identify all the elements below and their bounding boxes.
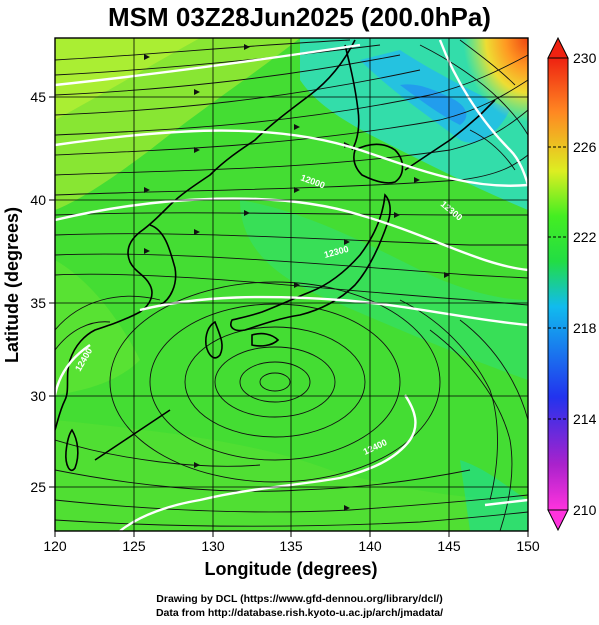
wind-arrowheads <box>144 44 450 511</box>
colorbar-tick-label: 230 <box>573 50 597 66</box>
colorbar-top-cap <box>547 36 569 59</box>
colorbar-bottom-cap <box>547 509 569 532</box>
x-tick-label: 135 <box>279 538 303 554</box>
colorbar-tick-label: 218 <box>573 320 597 336</box>
height-contours <box>55 39 528 531</box>
y-tick-label: 45 <box>30 89 46 105</box>
y-tick-label: 35 <box>30 295 46 311</box>
colorbar: 230 226 222 218 214 210 <box>547 36 597 532</box>
coastlines <box>55 39 496 472</box>
y-axis-label: Latitude (degrees) <box>2 207 22 363</box>
y-tick-label: 40 <box>30 192 46 208</box>
colorbar-tick-label: 214 <box>573 411 597 427</box>
x-axis-label: Longitude (degrees) <box>204 559 377 579</box>
x-tick-label: 120 <box>43 538 67 554</box>
wind-streamlines <box>55 39 528 531</box>
colorbar-body <box>547 57 569 511</box>
colorbar-tick-label: 222 <box>573 229 597 245</box>
colorbar-tick-label: 210 <box>573 502 597 518</box>
y-tick-label: 25 <box>30 479 46 495</box>
x-tick-label: 145 <box>437 538 461 554</box>
colorbar-tick-label: 226 <box>573 139 597 155</box>
y-tick-label: 30 <box>30 388 46 404</box>
x-tick-label: 150 <box>516 538 540 554</box>
x-tick-label: 125 <box>122 538 146 554</box>
chart-title: MSM 03Z28Jun2025 (200.0hPa) <box>108 2 491 32</box>
credit-drawing: Drawing by DCL (https://www.gfd-dennou.o… <box>156 593 443 605</box>
tick-marks <box>49 96 529 537</box>
gridlines <box>55 38 528 531</box>
credit-data-source: Data from http://database.rish.kyoto-u.a… <box>155 607 444 619</box>
y-tick-labels: 45 40 35 30 25 <box>30 89 46 495</box>
x-tick-label: 140 <box>358 538 382 554</box>
x-tick-labels: 120 125 130 135 140 145 150 <box>43 538 540 554</box>
x-tick-label: 130 <box>201 538 225 554</box>
